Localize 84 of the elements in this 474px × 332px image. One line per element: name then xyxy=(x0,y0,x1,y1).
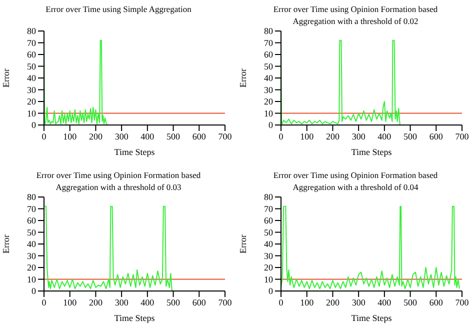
x-axis-title: Time Steps xyxy=(114,313,156,323)
y-tick-label: 30 xyxy=(264,84,274,95)
x-tick-label: 600 xyxy=(192,297,206,308)
chart-title: Error over Time using Opinion Formation based Aggregation with a threshold of 0.02 xyxy=(272,3,439,27)
y-tick-label: 80 xyxy=(264,26,274,36)
y-axis-title: Error xyxy=(1,234,12,254)
y-tick-label: 80 xyxy=(264,192,274,202)
x-tick-label: 700 xyxy=(455,131,470,142)
x-tick-label: 0 xyxy=(42,297,47,308)
chart-title: Error over Time using Opinion Formation based Aggregation with a threshold of 0.04 xyxy=(272,169,439,193)
x-tick-label: 600 xyxy=(429,131,444,142)
y-tick-label: 40 xyxy=(264,239,274,250)
y-tick-label: 50 xyxy=(264,227,274,238)
y-tick-label: 70 xyxy=(27,38,36,48)
x-tick-label: 200 xyxy=(326,131,340,142)
y-tick-label: 60 xyxy=(27,216,36,226)
x-tick-label: 0 xyxy=(278,131,284,142)
x-tick-label: 500 xyxy=(404,131,418,142)
y-tick-label: 20 xyxy=(264,262,274,273)
x-tick-label: 200 xyxy=(326,297,340,308)
x-tick-label: 300 xyxy=(352,131,366,142)
y-tick-label: 20 xyxy=(27,96,36,107)
x-tick-label: 100 xyxy=(300,297,314,308)
y-tick-label: 80 xyxy=(27,26,36,36)
x-tick-label: 200 xyxy=(88,297,103,308)
y-tick-label: 80 xyxy=(27,192,36,202)
line-series xyxy=(281,40,400,125)
y-tick-label: 70 xyxy=(264,204,274,214)
x-axis-title: Time Steps xyxy=(351,147,392,157)
y-tick-label: 0 xyxy=(32,120,36,130)
x-tick-label: 400 xyxy=(140,131,155,142)
y-tick-label: 40 xyxy=(27,73,36,84)
y-tick-label: 30 xyxy=(27,84,36,95)
y-tick-label: 30 xyxy=(264,250,274,261)
y-tick-label: 50 xyxy=(264,61,274,72)
x-tick-label: 700 xyxy=(218,131,232,142)
x-tick-label: 400 xyxy=(378,297,392,308)
y-tick-label: 60 xyxy=(27,50,36,60)
x-tick-label: 500 xyxy=(166,297,181,308)
y-tick-label: 70 xyxy=(264,38,274,48)
y-axis-title: Error xyxy=(1,68,12,88)
chart-title: Error over Time using Simple Aggregation xyxy=(44,3,192,16)
y-tick-label: 30 xyxy=(27,250,36,261)
x-tick-label: 400 xyxy=(378,131,392,142)
x-tick-label: 600 xyxy=(429,297,444,308)
x-tick-label: 0 xyxy=(278,297,284,308)
y-tick-label: 40 xyxy=(27,239,36,250)
x-tick-label: 100 xyxy=(300,131,314,142)
x-tick-label: 200 xyxy=(88,131,103,142)
y-tick-label: 60 xyxy=(264,50,274,60)
x-axis-title: Time Steps xyxy=(351,313,392,323)
x-tick-label: 300 xyxy=(114,297,129,308)
y-tick-label: 0 xyxy=(268,286,274,296)
y-tick-label: 10 xyxy=(264,274,274,284)
line-series xyxy=(44,40,108,125)
y-tick-label: 20 xyxy=(27,262,36,273)
x-tick-label: 500 xyxy=(166,131,181,142)
line-series xyxy=(281,206,460,290)
y-tick-label: 60 xyxy=(264,216,274,226)
y-tick-label: 10 xyxy=(27,274,36,284)
x-tick-label: 100 xyxy=(63,131,78,142)
y-tick-label: 50 xyxy=(27,227,36,238)
x-tick-label: 300 xyxy=(114,131,129,142)
x-tick-label: 300 xyxy=(352,297,366,308)
y-tick-label: 70 xyxy=(27,204,36,214)
x-axis-title: Time Steps xyxy=(114,147,156,157)
x-tick-label: 700 xyxy=(218,297,232,308)
x-tick-label: 500 xyxy=(404,297,418,308)
x-tick-label: 100 xyxy=(63,297,78,308)
y-tick-label: 10 xyxy=(264,108,274,118)
line-series xyxy=(44,206,172,291)
y-tick-label: 0 xyxy=(32,286,36,296)
y-axis-title: Error xyxy=(238,68,248,88)
x-tick-label: 400 xyxy=(140,297,155,308)
y-tick-label: 0 xyxy=(268,120,274,130)
y-tick-label: 50 xyxy=(27,61,36,72)
y-tick-label: 10 xyxy=(27,108,36,118)
x-tick-label: 0 xyxy=(42,131,47,142)
y-axis-title: Error xyxy=(238,234,248,254)
x-tick-label: 600 xyxy=(192,131,206,142)
y-tick-label: 40 xyxy=(264,73,274,84)
x-tick-label: 700 xyxy=(455,297,470,308)
y-tick-label: 20 xyxy=(264,96,274,107)
chart-title: Error over Time using Opinion Formation based Aggregation with a threshold of 0.03 xyxy=(35,169,202,193)
